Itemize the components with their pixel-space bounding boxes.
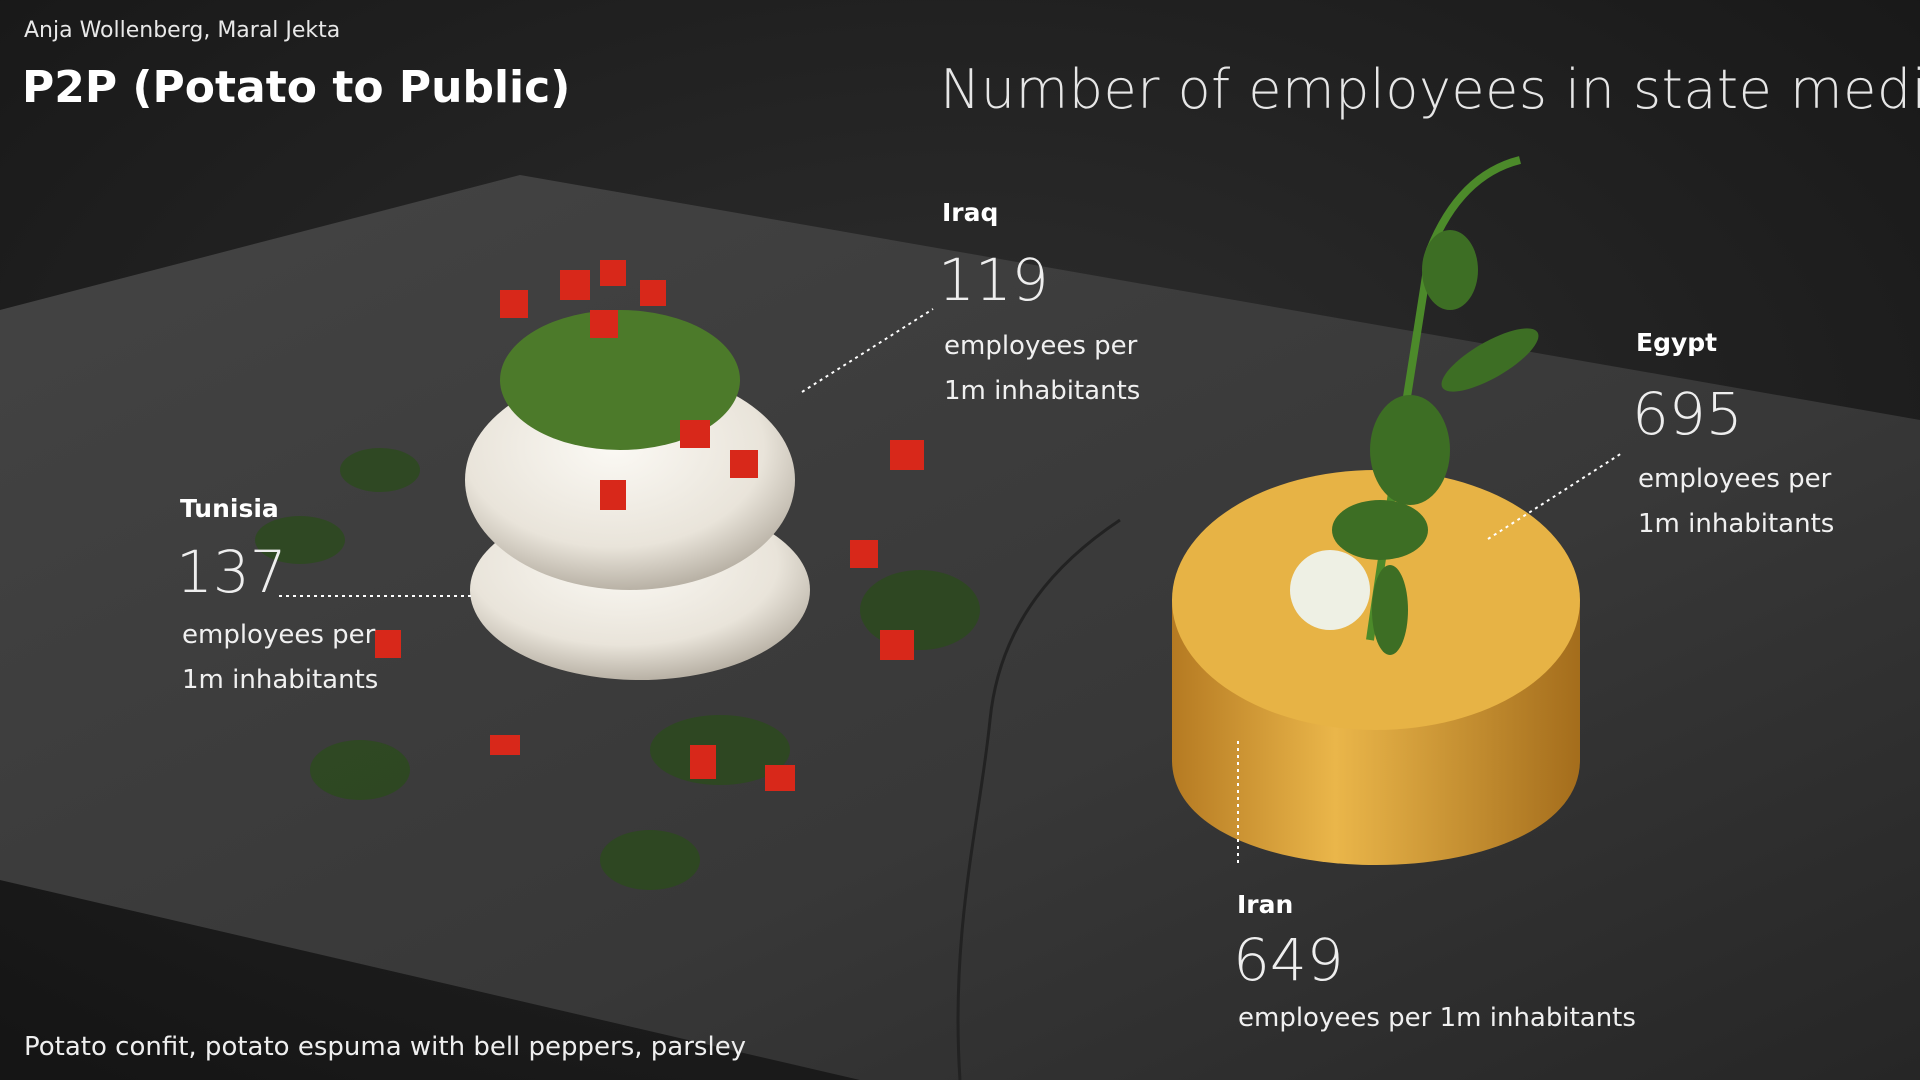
chart-heading: Number of employees in state media xyxy=(940,58,1920,121)
iraq-leader-line xyxy=(801,308,934,393)
page-title: P2P (Potato to Public) xyxy=(22,62,571,113)
egypt-leader-line xyxy=(1487,452,1623,540)
dish-caption: Potato confit, potato espuma with bell p… xyxy=(24,1032,747,1062)
country-label: Egypt xyxy=(1636,328,1718,357)
unit-label: 1m inhabitants xyxy=(182,665,379,695)
value-label: 119 xyxy=(938,246,1049,314)
unit-label: employees per xyxy=(182,620,376,650)
value-label: 137 xyxy=(176,538,287,606)
value-label: 649 xyxy=(1233,926,1344,994)
author-credit: Anja Wollenberg, Maral Jekta xyxy=(24,18,341,43)
country-label: Tunisia xyxy=(180,494,279,523)
country-label: Iran xyxy=(1237,890,1294,919)
unit-label: 1m inhabitants xyxy=(1638,509,1835,539)
unit-label: employees per xyxy=(944,331,1138,361)
unit-label: 1m inhabitants xyxy=(944,376,1141,406)
value-label: 695 xyxy=(1632,380,1743,448)
potato-espuma xyxy=(465,310,810,680)
pea-shoots xyxy=(1332,156,1539,655)
country-label: Iraq xyxy=(942,198,999,227)
unit-label: employees per xyxy=(1638,464,1832,494)
unit-label: employees per 1m inhabitants xyxy=(1238,1003,1636,1033)
